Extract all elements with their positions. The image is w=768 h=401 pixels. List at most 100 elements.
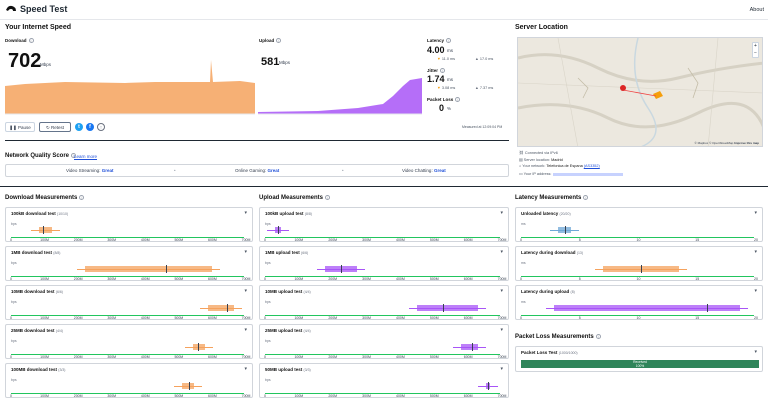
axis-tick-label: 15 <box>695 277 700 281</box>
chevron-down-icon[interactable]: ▾ <box>500 249 503 255</box>
axis-tick-label: 100M <box>294 394 304 398</box>
upload-measurements-title: Upload Measurements i <box>259 195 331 201</box>
range-box[interactable] <box>38 227 52 233</box>
axis-tick-label: 0 <box>520 316 522 320</box>
upload-unit: Mbps <box>279 60 291 65</box>
axis-tick-label: 100M <box>294 355 304 359</box>
chevron-down-icon[interactable]: ▾ <box>754 288 757 294</box>
chevron-down-icon[interactable]: ▾ <box>754 349 757 355</box>
axis-tick-label: 10 <box>636 277 641 281</box>
axis-unit-label: bps <box>11 300 17 304</box>
measurement-card-title: Latency during download (13) <box>521 250 584 255</box>
map-zoom-controls[interactable]: + − <box>752 42 759 58</box>
chevron-down-icon[interactable]: ▾ <box>244 366 247 372</box>
axis-tick-label: 700M <box>497 277 507 281</box>
map-terrain <box>518 38 762 146</box>
median-marker <box>471 343 473 351</box>
about-link[interactable]: About <box>749 7 764 13</box>
chevron-down-icon[interactable]: ▾ <box>244 327 247 333</box>
computer-icon: ▭ <box>519 172 523 176</box>
info-icon[interactable]: i <box>325 195 331 200</box>
quality-video-chatting: Video Chatting: Great <box>402 168 446 173</box>
axis-unit-label: bps <box>11 378 17 382</box>
range-box[interactable] <box>417 305 478 311</box>
info-icon[interactable]: i <box>455 97 461 103</box>
chevron-down-icon[interactable]: ▾ <box>500 327 503 333</box>
pause-button[interactable]: ❚❚ Pause <box>5 122 35 132</box>
median-marker <box>487 382 489 390</box>
axis-tick-label: 0 <box>520 277 522 281</box>
axis-tick-label: 200M <box>328 316 338 320</box>
measurement-card: 25MB upload test (4/4) ▾ bps 0 100M 200M 300M 4… <box>259 324 509 359</box>
server-map[interactable]: + − © Mapbox © OpenStreetMap Improve this… <box>517 37 763 147</box>
range-box[interactable] <box>182 383 195 389</box>
axis-tick-label: 400M <box>396 316 405 320</box>
axis-tick-label: 600M <box>208 238 217 242</box>
median-marker <box>564 226 566 234</box>
range-box[interactable] <box>553 305 740 311</box>
info-icon[interactable]: i <box>440 68 446 74</box>
axis-tick-label: 0 <box>264 316 266 320</box>
info-icon[interactable]: i <box>276 38 282 44</box>
range-box[interactable] <box>207 305 235 311</box>
info-icon[interactable]: i <box>446 38 452 44</box>
measurement-card: 50MB upload test (3/3) ▾ bps 0 100M 200M 300M 4… <box>259 363 509 398</box>
server-location-title: Server Location <box>515 24 568 31</box>
measurement-axis: bps 0 100M 200M 300M 400M 500M 600M 700M <box>10 336 250 359</box>
measurement-axis: bps 0 100M 200M 300M 400M 500M 600M 700M <box>264 375 506 398</box>
info-icon[interactable]: i <box>595 334 601 339</box>
upload-label: Upload i <box>259 38 282 44</box>
packet-loss-measurements-title: Packet Loss Measurements i <box>515 334 601 340</box>
link-icon: ⛓ <box>519 151 524 155</box>
chevron-down-icon[interactable]: ▾ <box>244 210 247 216</box>
zoom-out-button[interactable]: − <box>754 50 757 56</box>
axis-tick-label: 600M <box>208 277 217 281</box>
zoom-in-button[interactable]: + <box>754 43 757 49</box>
axis-tick-label: 600M <box>208 316 217 320</box>
connected-ipv6: ⛓ Connected via IPv6 <box>519 151 558 155</box>
facebook-icon[interactable]: f <box>86 123 94 131</box>
measurement-card: 100kB upload test (8/8) ▾ bps 0 100M 200M 300M… <box>259 207 509 242</box>
axis-tick-label: 600M <box>208 355 217 359</box>
measurement-card: 10MB download test (6/6) ▾ bps 0 100M 200M 300… <box>5 285 253 320</box>
measurement-axis: bps 0 100M 200M 300M 400M 500M 600M 700M <box>10 258 250 281</box>
share-icon[interactable]: ↑ <box>97 123 105 131</box>
info-icon[interactable]: i <box>28 38 34 44</box>
chevron-down-icon[interactable]: ▾ <box>754 249 757 255</box>
learn-more-link[interactable]: Learn more <box>74 154 98 159</box>
packet-received-bar: Received 100% <box>521 360 759 368</box>
axis-tick-label: 100M <box>40 394 49 398</box>
axis-tick-label: 500M <box>174 238 184 242</box>
median-marker <box>43 226 45 234</box>
latency-measurements-title: Latency Measurements i <box>515 195 589 201</box>
measurement-axis: bps 0 100M 200M 300M 400M 500M 600M 700M <box>264 258 506 281</box>
success-line <box>265 354 500 355</box>
measurement-axis: bps 0 100M 200M 300M 400M 500M 600M 700M <box>264 219 506 242</box>
divider <box>5 140 509 141</box>
axis-tick-label: 500M <box>174 394 184 398</box>
axis-tick-label: 200M <box>328 394 338 398</box>
axis-tick-label: 400M <box>396 355 405 359</box>
chevron-down-icon[interactable]: ▾ <box>244 249 247 255</box>
info-icon[interactable]: i <box>71 153 77 158</box>
info-icon[interactable]: i <box>583 195 589 200</box>
chevron-down-icon[interactable]: ▾ <box>244 288 247 294</box>
median-marker <box>340 265 342 273</box>
chevron-down-icon[interactable]: ▾ <box>500 210 503 216</box>
axis-tick-label: 500M <box>429 238 439 242</box>
quality-online-gaming: Online Gaming: Great <box>235 168 280 173</box>
range-box[interactable] <box>558 227 572 233</box>
axis-tick-label: 20 <box>754 316 758 320</box>
network-icon: ⌂ <box>519 164 522 168</box>
latency-value: 4.00 <box>427 45 445 55</box>
twitter-icon[interactable]: t <box>75 123 83 131</box>
retest-button[interactable]: ↻ Retest <box>39 122 71 132</box>
chevron-down-icon[interactable]: ▾ <box>500 288 503 294</box>
median-marker <box>706 304 708 312</box>
range-box[interactable] <box>460 344 478 350</box>
info-icon[interactable]: i <box>79 195 85 200</box>
packet-loss-unit: % <box>447 106 452 111</box>
chevron-down-icon[interactable]: ▾ <box>754 210 757 216</box>
chevron-down-icon[interactable]: ▾ <box>500 366 503 372</box>
range-box[interactable] <box>85 266 213 272</box>
